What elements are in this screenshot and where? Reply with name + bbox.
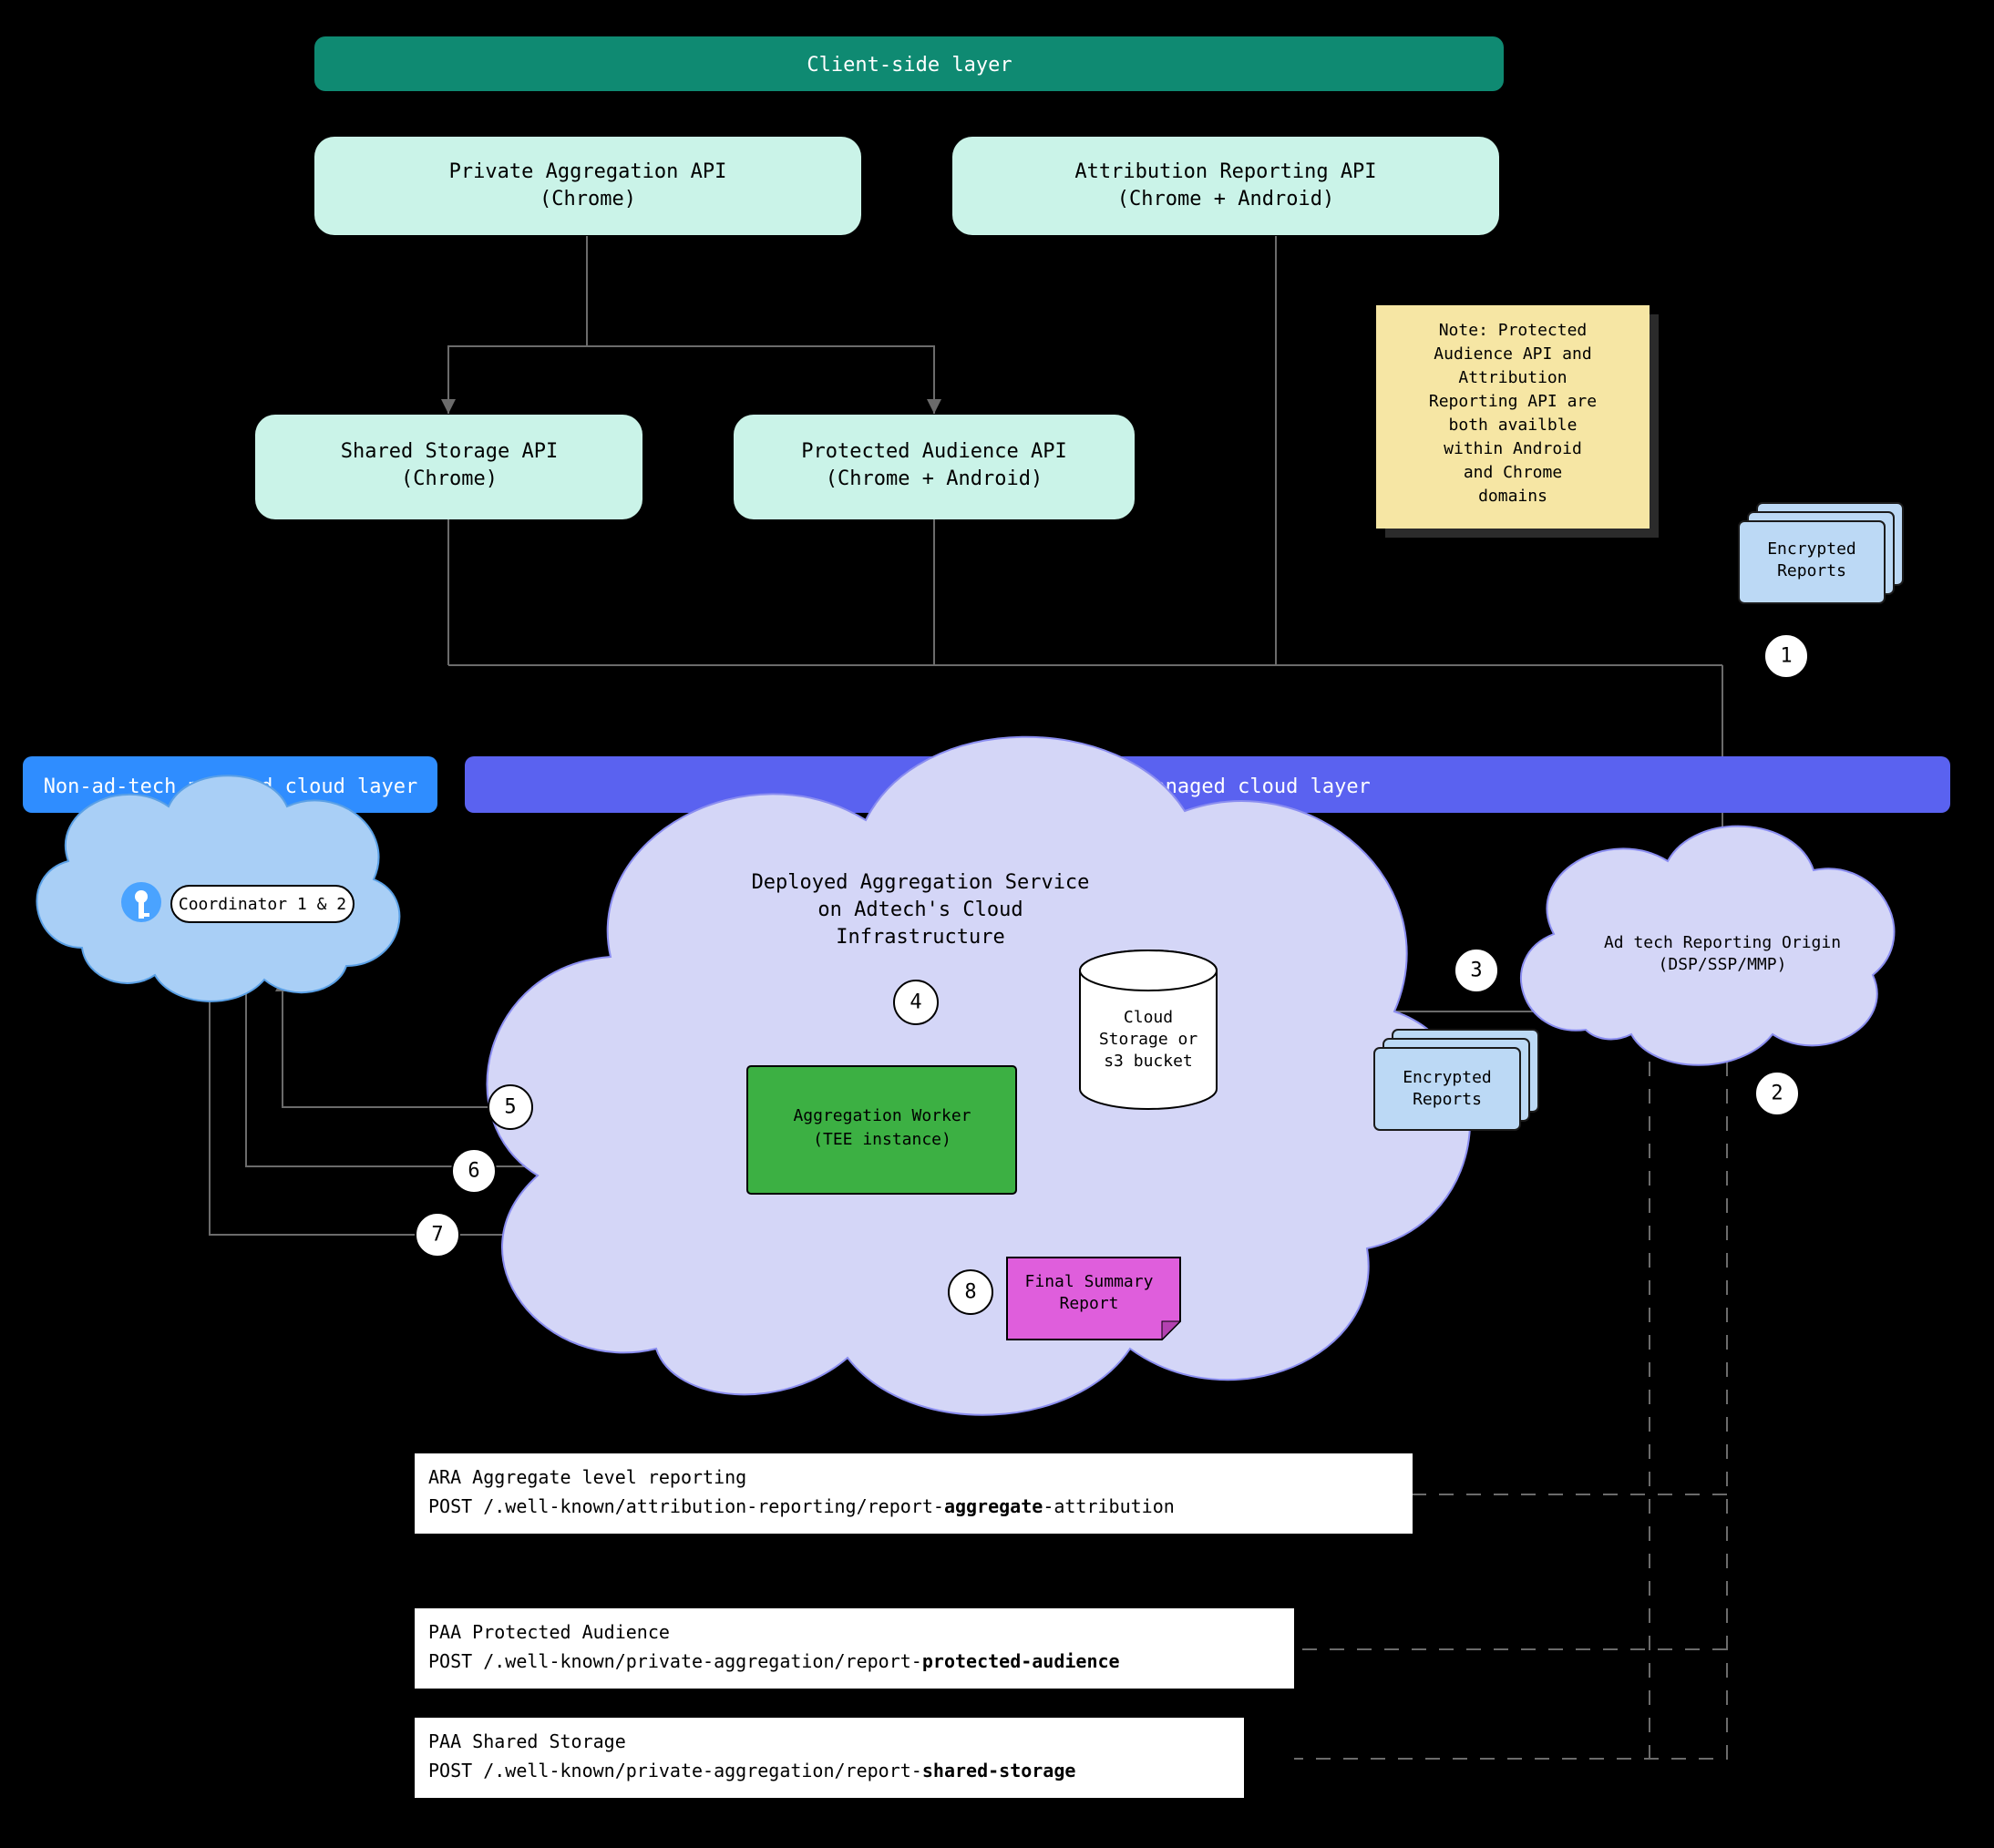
note-final-summary: Final Summary Report bbox=[1007, 1258, 1180, 1340]
box-pa-l1: Protected Audience API bbox=[801, 440, 1066, 463]
docs-encrypted-mid: Encrypted Reports bbox=[1374, 1030, 1538, 1130]
badge-3: 3 bbox=[1454, 949, 1498, 992]
badge-2: 2 bbox=[1755, 1072, 1799, 1115]
box-ss-l1: Shared Storage API bbox=[341, 440, 558, 463]
box-ara-l1: Attribution Reporting API bbox=[1074, 160, 1376, 183]
endpoint-paa-ss: PAA Shared Storage POST /.well-known/pri… bbox=[415, 1718, 1244, 1798]
svg-text:PAA Protected Audience: PAA Protected Audience bbox=[428, 1621, 670, 1643]
box-pa-l2: (Chrome + Android) bbox=[826, 467, 1043, 490]
svg-text:and Chrome: and Chrome bbox=[1464, 463, 1562, 482]
badge-1: 1 bbox=[1764, 634, 1808, 678]
origin-l1: Ad tech Reporting Origin bbox=[1604, 933, 1841, 952]
badge-7: 7 bbox=[416, 1213, 459, 1257]
svg-text:Encrypted: Encrypted bbox=[1403, 1068, 1492, 1087]
svg-text:Cloud: Cloud bbox=[1124, 1008, 1173, 1027]
box-paa bbox=[314, 137, 861, 235]
svg-text:Reporting API are: Reporting API are bbox=[1429, 392, 1597, 411]
box-paa-l1: Private Aggregation API bbox=[449, 160, 727, 183]
svg-text:Report: Report bbox=[1059, 1294, 1118, 1313]
origin-l2: (DSP/SSP/MMP) bbox=[1659, 955, 1787, 974]
badge-8: 8 bbox=[949, 1270, 992, 1314]
svg-text:POST /.well-known/attribution-: POST /.well-known/attribution-reporting/… bbox=[428, 1495, 1175, 1517]
svg-text:within Android: within Android bbox=[1444, 439, 1582, 458]
svg-text:4: 4 bbox=[910, 991, 921, 1014]
box-paa-l2: (Chrome) bbox=[540, 188, 636, 210]
svg-text:Audience API and: Audience API and bbox=[1434, 344, 1591, 364]
svg-text:6: 6 bbox=[468, 1160, 479, 1183]
svg-text:2: 2 bbox=[1771, 1083, 1783, 1105]
svg-text:POST /.well-known/private-aggr: POST /.well-known/private-aggregation/re… bbox=[428, 1760, 1075, 1781]
svg-text:Reports: Reports bbox=[1777, 561, 1846, 580]
svg-text:ARA Aggregate level reporting: ARA Aggregate level reporting bbox=[428, 1466, 746, 1488]
svg-text:Encrypted: Encrypted bbox=[1767, 539, 1856, 559]
svg-text:POST /.well-known/private-aggr: POST /.well-known/private-aggregation/re… bbox=[428, 1650, 1120, 1672]
worker-l2: (TEE instance) bbox=[813, 1130, 951, 1149]
svg-text:PAA Shared Storage: PAA Shared Storage bbox=[428, 1730, 626, 1752]
header-client-side-label: Client-side layer bbox=[807, 54, 1012, 77]
svg-text:s3 bucket: s3 bucket bbox=[1104, 1052, 1193, 1071]
svg-text:8: 8 bbox=[964, 1281, 976, 1304]
docs-encrypted-top: Encrypted Reports bbox=[1739, 503, 1903, 603]
big-cloud-l2: on Adtech's Cloud bbox=[817, 898, 1023, 921]
big-cloud-l3: Infrastructure bbox=[836, 926, 1004, 949]
svg-text:Reports: Reports bbox=[1413, 1090, 1482, 1109]
svg-text:7: 7 bbox=[431, 1224, 443, 1247]
cloud-coordinator: Coordinator 1 & 2 bbox=[36, 775, 399, 1001]
endpoint-paa-pa: PAA Protected Audience POST /.well-known… bbox=[415, 1608, 1294, 1689]
endpoint-ara: ARA Aggregate level reporting POST /.wel… bbox=[415, 1453, 1413, 1534]
svg-text:Note: Protected: Note: Protected bbox=[1439, 321, 1588, 340]
svg-text:Final Summary: Final Summary bbox=[1025, 1272, 1154, 1291]
box-ara-l2: (Chrome + Android) bbox=[1117, 188, 1334, 210]
cylinder-cloud-storage: Cloud Storage or s3 bucket bbox=[1080, 950, 1217, 1109]
cloud-reporting-origin: Ad tech Reporting Origin (DSP/SSP/MMP) bbox=[1521, 826, 1894, 1065]
coordinator-label: Coordinator 1 & 2 bbox=[179, 895, 346, 914]
svg-text:domains: domains bbox=[1478, 487, 1547, 506]
svg-text:1: 1 bbox=[1780, 645, 1792, 668]
svg-text:Storage or: Storage or bbox=[1099, 1030, 1198, 1049]
svg-text:Attribution: Attribution bbox=[1458, 368, 1567, 387]
box-ss-l2: (Chrome) bbox=[401, 467, 498, 490]
svg-text:5: 5 bbox=[504, 1096, 516, 1119]
badge-5: 5 bbox=[488, 1085, 532, 1129]
svg-text:both availble: both availble bbox=[1449, 416, 1578, 435]
big-cloud-l1: Deployed Aggregation Service bbox=[752, 871, 1090, 894]
conn-paa-to-pa bbox=[587, 346, 934, 414]
key-icon bbox=[121, 882, 161, 922]
svg-text:3: 3 bbox=[1470, 960, 1482, 982]
badge-4: 4 bbox=[894, 980, 938, 1024]
box-ara bbox=[952, 137, 1499, 235]
badge-6: 6 bbox=[452, 1149, 496, 1193]
worker-l1: Aggregation Worker bbox=[793, 1106, 971, 1125]
conn-paa-to-ss bbox=[448, 236, 587, 414]
